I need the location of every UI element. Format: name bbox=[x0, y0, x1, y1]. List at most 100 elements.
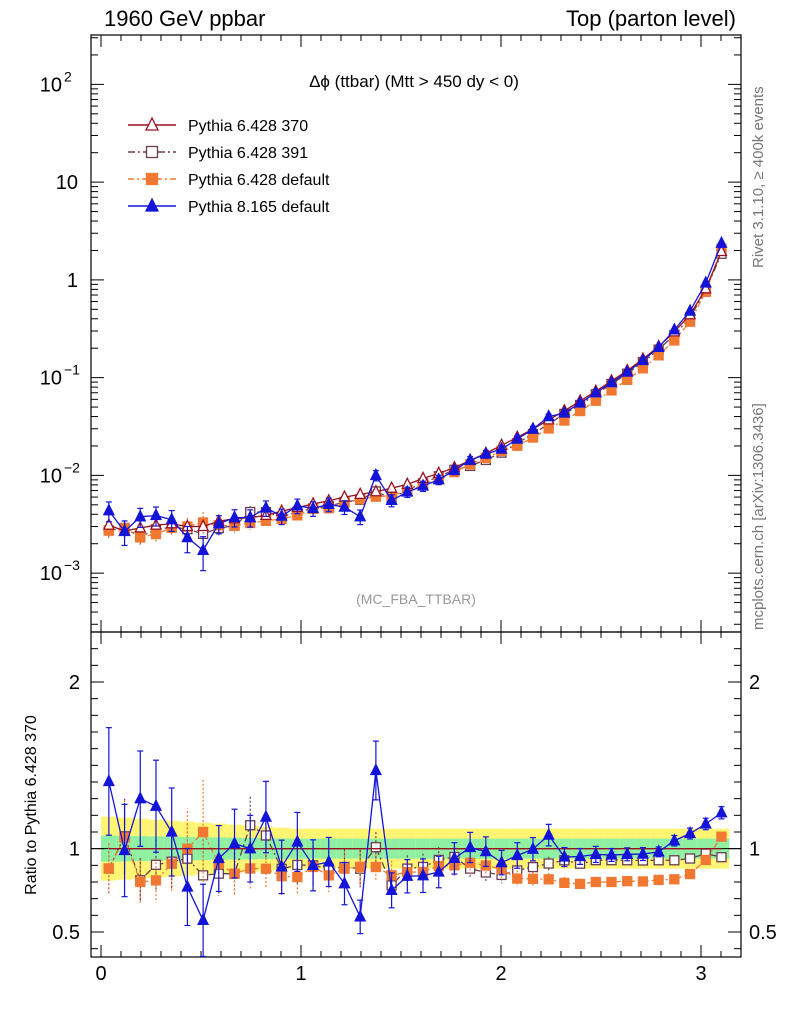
data-point bbox=[683, 303, 697, 316]
data-point bbox=[369, 484, 382, 497]
data-point bbox=[432, 472, 445, 485]
data-point bbox=[559, 877, 570, 889]
data-point bbox=[102, 517, 115, 530]
data-point bbox=[292, 871, 303, 883]
data-point bbox=[511, 848, 524, 861]
data-point bbox=[543, 858, 554, 869]
legend-label: Pythia 6.428 391 bbox=[188, 145, 308, 162]
data-point bbox=[370, 861, 382, 873]
y-tick-label: 1 bbox=[67, 270, 78, 292]
data-point bbox=[118, 524, 131, 537]
series-line-ratio bbox=[108, 824, 722, 887]
data-point bbox=[684, 853, 696, 864]
data-point bbox=[338, 876, 351, 889]
legend-label: Pythia 6.428 370 bbox=[188, 118, 308, 135]
data-point bbox=[684, 868, 696, 880]
analysis-watermark: (MC_FBA_TTBAR) bbox=[356, 591, 476, 607]
data-point bbox=[354, 509, 367, 522]
data-point bbox=[181, 530, 194, 543]
data-point bbox=[574, 849, 587, 862]
y-tick-label: 10 bbox=[56, 172, 78, 194]
data-point bbox=[716, 852, 727, 863]
data-point bbox=[228, 510, 241, 523]
data-point bbox=[145, 172, 159, 186]
ratio-panel-frame bbox=[90, 631, 742, 958]
data-point bbox=[715, 805, 728, 818]
data-point bbox=[244, 841, 257, 854]
data-point bbox=[369, 763, 382, 776]
data-point bbox=[197, 542, 210, 556]
data-point bbox=[134, 791, 147, 804]
data-point bbox=[150, 875, 162, 886]
data-point bbox=[401, 484, 414, 497]
data-point bbox=[652, 339, 665, 353]
data-point bbox=[527, 861, 539, 873]
data-point bbox=[212, 851, 225, 864]
data-point bbox=[606, 876, 617, 888]
data-point bbox=[338, 499, 351, 512]
series-line-top bbox=[108, 248, 723, 539]
data-point bbox=[260, 863, 272, 874]
data-point bbox=[212, 516, 225, 529]
data-point bbox=[636, 352, 649, 366]
data-point bbox=[369, 467, 382, 481]
data-point bbox=[527, 873, 539, 885]
data-point bbox=[401, 868, 414, 881]
data-point bbox=[574, 405, 586, 417]
data-point bbox=[291, 498, 304, 511]
data-point bbox=[605, 847, 618, 860]
data-point bbox=[605, 375, 618, 388]
chart-legend: Pythia 6.428 370 Pythia 6.428 391 Pythia 6… bbox=[128, 116, 330, 216]
data-point bbox=[145, 145, 159, 159]
data-point bbox=[558, 849, 571, 862]
data-point bbox=[448, 462, 461, 475]
data-point bbox=[699, 275, 712, 288]
data-point bbox=[683, 826, 697, 839]
data-point bbox=[637, 876, 649, 887]
data-point bbox=[150, 859, 162, 870]
data-point bbox=[621, 846, 634, 859]
data-point bbox=[621, 364, 634, 377]
chart-title: Δϕ (ttbar) (Mtt > 450 dy < 0) bbox=[309, 72, 519, 91]
data-point bbox=[103, 863, 115, 874]
header-left-label: 1960 GeV ppbar bbox=[104, 6, 266, 31]
series-line-top bbox=[108, 243, 723, 552]
data-point bbox=[416, 868, 430, 881]
y-tick-exponent: −3 bbox=[64, 557, 80, 573]
data-point bbox=[668, 322, 681, 335]
y-tick-label: 10 bbox=[40, 563, 62, 585]
ratio-y-tick-label-right: 1 bbox=[749, 839, 760, 861]
series-line-top bbox=[108, 251, 723, 532]
series-3 bbox=[102, 235, 728, 958]
data-point bbox=[322, 854, 335, 867]
legend-label: Pythia 8.165 default bbox=[188, 199, 330, 216]
data-point bbox=[150, 528, 162, 540]
data-point bbox=[479, 844, 492, 857]
data-point bbox=[669, 874, 680, 885]
data-point bbox=[652, 844, 665, 857]
data-point bbox=[259, 809, 272, 822]
data-point bbox=[197, 519, 210, 532]
data-point bbox=[636, 846, 649, 859]
x-tick-label: 0 bbox=[95, 963, 106, 985]
data-point bbox=[464, 840, 477, 853]
data-point bbox=[589, 385, 602, 398]
chart-series bbox=[102, 235, 728, 958]
data-point bbox=[291, 834, 304, 847]
series-line-top bbox=[108, 253, 723, 538]
data-point bbox=[543, 874, 554, 885]
data-point bbox=[543, 423, 554, 434]
y-tick-label: 10 bbox=[40, 74, 62, 96]
data-point bbox=[149, 798, 163, 811]
data-point bbox=[699, 816, 712, 829]
ratio-y-tick-label: 0.5 bbox=[52, 922, 80, 944]
data-point bbox=[495, 855, 508, 868]
series-line-ratio bbox=[108, 770, 722, 923]
data-point bbox=[354, 909, 367, 922]
data-point bbox=[135, 876, 146, 888]
data-point bbox=[197, 912, 210, 925]
data-point bbox=[574, 878, 586, 890]
y-tick-exponent: −2 bbox=[64, 459, 80, 475]
series-0 bbox=[102, 244, 728, 850]
